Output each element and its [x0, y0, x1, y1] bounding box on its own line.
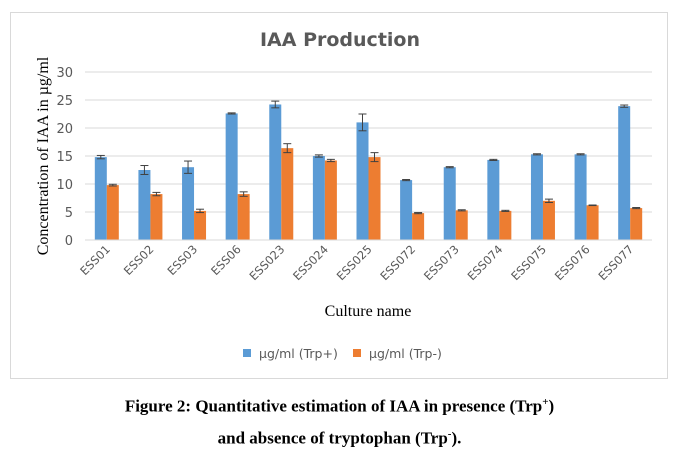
bar-trp-plus — [530, 154, 543, 240]
figure-caption-line2: and absence of tryptophan (Trp-). — [0, 428, 679, 449]
x-tick-label: ESS075 — [508, 242, 549, 283]
bar-trp-minus — [586, 205, 599, 240]
bar-trp-minus — [324, 160, 337, 240]
y-tick-label: 30 — [56, 66, 73, 81]
bar-trp-plus — [225, 113, 238, 240]
bar-trp-plus — [618, 106, 631, 240]
y-tick-label: 0 — [65, 234, 73, 249]
x-tick-label: ESS02 — [121, 242, 157, 278]
y-axis-label: Concentration of IAA in µg/ml — [35, 56, 52, 255]
x-tick-label: ESS03 — [164, 242, 200, 278]
y-tick-label: 10 — [56, 178, 73, 193]
x-tick-label: ESS072 — [377, 242, 418, 283]
bar-trp-plus — [269, 104, 282, 240]
caption-superscript: - — [447, 428, 452, 440]
bar-trp-plus — [312, 156, 325, 240]
bar-trp-plus — [443, 167, 456, 240]
chart-title: IAA Production — [260, 29, 420, 51]
bar-trp-plus — [400, 180, 413, 240]
x-axis-label: Culture name — [325, 303, 412, 320]
x-tick-label: ESS024 — [290, 242, 331, 283]
bar-trp-minus — [499, 210, 512, 240]
bar-trp-minus — [455, 210, 468, 240]
chart-frame — [10, 12, 668, 379]
y-tick-label: 25 — [56, 94, 73, 109]
bar-trp-minus — [194, 210, 207, 240]
x-tick-label: ESS076 — [552, 242, 593, 283]
caption-text: and absence of tryptophan (Trp — [217, 428, 448, 448]
y-tick-label: 5 — [65, 206, 73, 221]
legend-swatch — [353, 349, 361, 357]
x-tick-label: ESS077 — [595, 242, 636, 283]
bar-trp-minus — [106, 185, 119, 240]
legend-label: µg/ml (Trp+) — [259, 346, 338, 361]
bar-trp-minus — [237, 194, 250, 240]
legend-label: µg/ml (Trp-) — [369, 346, 442, 361]
x-tick-label: ESS073 — [421, 242, 462, 283]
bar-trp-plus — [94, 157, 107, 240]
caption-text: Figure 2: Quantitative estimation of IAA… — [124, 396, 543, 416]
bar-trp-plus — [574, 154, 587, 240]
x-tick-label: ESS01 — [77, 242, 113, 278]
bar-trp-plus — [487, 159, 500, 240]
bar-trp-plus — [138, 170, 151, 240]
y-tick-label: 20 — [56, 122, 73, 137]
x-tick-label: ESS023 — [246, 242, 287, 283]
caption-superscript: + — [542, 396, 549, 408]
bar-trp-minus — [542, 200, 555, 240]
legend-swatch — [243, 349, 251, 357]
caption-text: ) — [548, 396, 555, 416]
caption-text: ). — [451, 428, 462, 448]
bar-trp-minus — [630, 208, 643, 240]
y-tick-label: 15 — [56, 150, 73, 165]
bar-trp-minus — [412, 213, 425, 240]
bar-trp-minus — [368, 157, 381, 240]
bar-trp-plus — [182, 167, 195, 240]
x-tick-label: ESS025 — [334, 242, 375, 283]
bar-trp-minus — [281, 148, 294, 240]
x-tick-label: ESS074 — [465, 242, 506, 283]
bar-trp-minus — [150, 194, 163, 240]
bar-trp-plus — [356, 122, 369, 240]
x-tick-label: ESS06 — [208, 242, 244, 278]
figure-caption-line1: Figure 2: Quantitative estimation of IAA… — [0, 396, 679, 417]
